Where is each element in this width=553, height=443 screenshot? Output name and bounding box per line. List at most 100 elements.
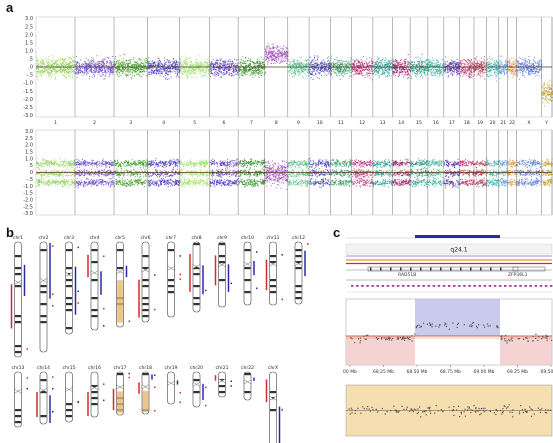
data-point	[477, 60, 479, 62]
data-point	[360, 70, 362, 72]
data-point	[72, 75, 74, 77]
data-point	[50, 73, 52, 75]
data-point	[216, 66, 218, 68]
data-point	[289, 70, 291, 72]
data-point	[428, 70, 430, 72]
data-point	[308, 68, 310, 70]
panel-a-top-plot: 3.02.52.01.51.0.50-.5-1.0-1.5-2.0-2.5-3.…	[23, 16, 553, 126]
data-point	[61, 65, 63, 67]
data-point	[382, 67, 384, 69]
data-point	[249, 58, 251, 60]
data-point	[325, 70, 327, 72]
data-point	[178, 71, 180, 73]
data-point	[111, 56, 113, 58]
data-point	[470, 61, 472, 63]
data-point	[239, 61, 241, 63]
data-point	[473, 64, 475, 66]
data-point	[205, 67, 207, 69]
data-point	[53, 62, 55, 64]
data-point	[299, 67, 301, 69]
data-point	[315, 72, 317, 74]
data-point	[211, 63, 213, 65]
data-point	[174, 67, 176, 69]
data-point	[132, 71, 134, 73]
data-point	[373, 62, 375, 64]
data-point	[415, 73, 417, 75]
data-point	[415, 75, 417, 77]
data-point	[109, 69, 111, 71]
data-point	[265, 56, 267, 58]
data-point	[357, 67, 359, 69]
data-point	[410, 78, 412, 80]
data-point	[66, 74, 68, 76]
data-point	[328, 71, 330, 73]
data-point	[258, 70, 260, 72]
data-point	[377, 59, 379, 61]
data-point	[42, 61, 44, 63]
data-point	[104, 64, 106, 66]
data-point	[291, 68, 293, 70]
data-point	[195, 62, 197, 64]
data-point	[47, 70, 49, 72]
data-point	[118, 62, 120, 64]
data-point	[328, 68, 330, 70]
data-point	[248, 68, 250, 70]
data-point	[115, 62, 117, 64]
data-point	[133, 67, 135, 69]
data-point	[237, 68, 239, 70]
data-point	[257, 69, 259, 71]
data-point	[108, 76, 110, 78]
data-point	[410, 62, 412, 64]
data-point	[442, 63, 444, 65]
data-point	[304, 69, 306, 71]
data-point	[413, 70, 415, 72]
data-point	[235, 64, 237, 66]
data-point	[302, 68, 304, 70]
data-point	[436, 73, 438, 75]
data-point	[47, 61, 49, 63]
data-point	[302, 77, 304, 79]
data-point	[436, 62, 438, 64]
data-point	[428, 58, 430, 60]
data-point	[226, 61, 228, 63]
data-point	[65, 69, 67, 71]
data-point	[307, 63, 309, 65]
data-point	[428, 69, 430, 71]
data-point	[217, 74, 219, 76]
data-point	[87, 60, 89, 62]
data-point	[457, 64, 459, 66]
data-point	[110, 61, 112, 63]
data-point	[228, 60, 230, 62]
data-point	[236, 72, 238, 74]
data-point	[117, 64, 119, 66]
data-point	[132, 68, 134, 70]
data-point	[342, 65, 344, 67]
data-point	[300, 61, 302, 63]
data-point	[101, 74, 103, 76]
data-point	[314, 56, 316, 58]
data-point	[63, 64, 65, 66]
data-point	[216, 69, 218, 71]
data-point	[462, 66, 464, 68]
data-point	[377, 58, 379, 60]
data-point	[410, 69, 412, 71]
data-point	[81, 64, 83, 66]
data-point	[345, 63, 347, 65]
data-point	[217, 59, 219, 61]
data-point	[458, 68, 460, 70]
data-point	[187, 76, 189, 78]
data-point	[202, 75, 204, 77]
data-point	[265, 58, 267, 60]
data-point	[163, 60, 165, 62]
data-point	[151, 63, 153, 65]
data-point	[206, 63, 208, 65]
data-point	[265, 48, 267, 50]
data-point	[60, 68, 62, 70]
data-point	[169, 69, 171, 71]
data-point	[401, 67, 403, 69]
data-point	[186, 65, 188, 67]
data-point	[197, 67, 199, 69]
data-point	[105, 69, 107, 71]
data-point	[72, 66, 74, 68]
data-point	[338, 69, 340, 71]
